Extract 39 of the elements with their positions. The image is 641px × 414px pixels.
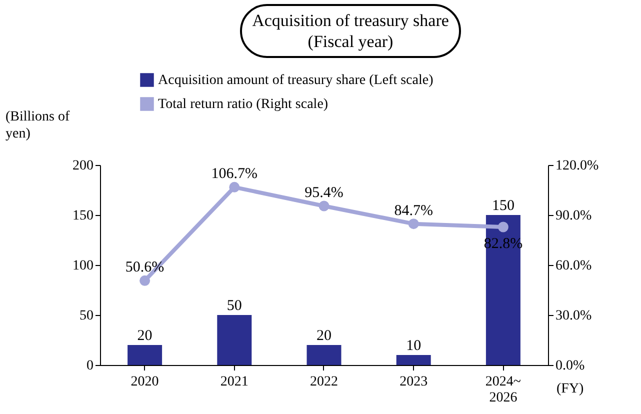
- y2-tick-label: 60.0%: [556, 258, 592, 274]
- point: [140, 275, 150, 286]
- y-tick-label: 200: [72, 158, 94, 174]
- legend-label: Total return ratio (Right scale): [158, 97, 328, 112]
- y-axis-title: (Billions of yen): [6, 110, 70, 142]
- data-label: 20: [316, 328, 332, 344]
- data-label: 150: [492, 198, 514, 214]
- point: [318, 200, 330, 212]
- x-tick-label: 2024~2026: [485, 374, 522, 406]
- point: [408, 218, 419, 230]
- x-tick-label: 2021: [220, 374, 248, 390]
- y2-tick-label: 0.0%: [556, 358, 585, 374]
- x-tick-label: 2022: [310, 374, 338, 390]
- data-label: 106.7%: [211, 166, 258, 182]
- data-label: 10: [406, 338, 422, 354]
- point: [229, 182, 240, 192]
- data-label: 95.4%: [304, 185, 344, 201]
- bar: [486, 215, 520, 365]
- data-label: 50.6%: [125, 260, 164, 276]
- y-tick-label: 150: [72, 208, 94, 224]
- data-label: 84.7%: [394, 202, 433, 219]
- y2-tick-label: 30.0%: [556, 308, 592, 324]
- data-label: 50: [226, 298, 242, 314]
- y-tick-label: 50: [80, 308, 94, 324]
- bar: [217, 315, 252, 365]
- data-label: 20: [137, 328, 152, 344]
- legend-label: Acquisition amount of treasury share (Left scale): [158, 73, 434, 88]
- y-tick-label: 0: [86, 358, 94, 374]
- point: [498, 222, 508, 232]
- x-tick-label: 2020: [130, 374, 159, 390]
- y2-tick-label: 120.0%: [556, 158, 599, 174]
- bar: [396, 355, 431, 365]
- y-tick-label: 100: [72, 258, 94, 274]
- x-tick-label: 2023: [400, 374, 428, 390]
- bar: [128, 345, 162, 365]
- x-axis-title: (FY): [556, 382, 584, 396]
- chart-title: Acquisition of treasury share (Fiscal year): [240, 4, 461, 58]
- bar: [306, 345, 342, 365]
- y2-tick-label: 90.0%: [556, 208, 592, 224]
